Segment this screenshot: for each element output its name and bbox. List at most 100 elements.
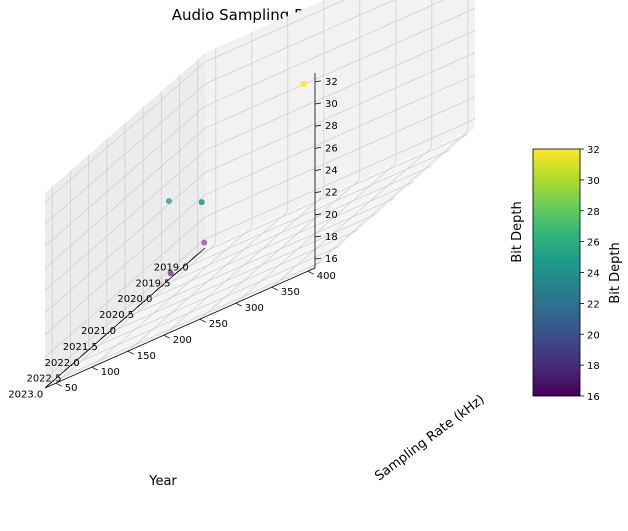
x-tick-mark xyxy=(191,254,198,260)
colorbar-tick-label: 30 xyxy=(587,176,600,187)
z-tick-label: 32 xyxy=(325,77,338,88)
z-tick-mark xyxy=(314,213,322,216)
x-tick-label: 2022.5 xyxy=(26,374,61,385)
grid-line-z-xwall xyxy=(44,61,206,203)
colorbar-tick-label: 22 xyxy=(587,299,600,310)
scatter-point xyxy=(300,80,307,87)
colorbar-tick-label: 32 xyxy=(587,145,600,156)
y-tick-label: 350 xyxy=(281,287,300,298)
grid-line-z-ywall xyxy=(204,74,476,196)
x-tick-label: 2020.5 xyxy=(99,310,134,321)
z-tick-mark xyxy=(314,124,322,127)
z-tick-label: 16 xyxy=(325,254,338,265)
grid-line-z-xwall xyxy=(44,105,206,247)
y-axis-label: Sampling Rate (kHz) xyxy=(372,392,487,484)
z-tick-label: 24 xyxy=(325,166,338,177)
x-tick-label: 2019.5 xyxy=(136,278,171,289)
data-points xyxy=(165,80,307,277)
scatter-point xyxy=(201,239,208,246)
z-tick-mark xyxy=(314,169,322,171)
z-tick-mark xyxy=(314,80,322,83)
grid-line-x-floor xyxy=(88,229,359,351)
grid-line-x-floor xyxy=(197,133,468,255)
x-tick-label: 2019.0 xyxy=(154,262,189,273)
grid-line-z-ywall xyxy=(204,0,445,107)
grid-line-z-ywall xyxy=(204,96,476,218)
grid-line-y-floor xyxy=(235,162,397,304)
x-tick-mark xyxy=(155,285,162,292)
y-tick-mark xyxy=(91,366,98,371)
grid-line-x-floor xyxy=(52,261,323,383)
grid-line-x-floor xyxy=(161,165,432,287)
grid-line-y-floor xyxy=(307,130,469,272)
grid-line-x-floor xyxy=(106,213,377,335)
scatter-point xyxy=(167,270,174,277)
grid-line-z-xwall xyxy=(44,172,206,313)
grid-line-y-floor xyxy=(55,242,217,384)
x-tick-label: 2022.0 xyxy=(45,358,80,369)
y-tick-mark xyxy=(271,286,278,291)
scatter-point xyxy=(165,198,172,204)
grid-line-z-xwall xyxy=(44,194,206,336)
z-tick-label: 26 xyxy=(325,143,338,154)
y-tick-mark xyxy=(127,350,134,355)
y-tick-label: 400 xyxy=(317,271,336,282)
grid-line-y-floor xyxy=(199,178,361,320)
z-tick-label: 30 xyxy=(325,99,338,110)
y-tick-mark xyxy=(235,302,242,307)
tick-labels: 2019.02019.52020.02020.52021.02021.52022… xyxy=(8,77,337,401)
colorbar-tick-label: 20 xyxy=(587,330,600,341)
y-tick-label: 300 xyxy=(245,303,264,314)
z-tick-mark xyxy=(314,146,322,149)
colorbar-tick-label: 26 xyxy=(587,238,600,249)
z-tick-label: 28 xyxy=(325,121,338,132)
grid-line-y-floor xyxy=(91,226,253,368)
y-tick-label: 100 xyxy=(101,367,120,378)
colorbar: 16 18 20 22 24 26 28 30 32 xyxy=(532,145,600,403)
y-axis-line xyxy=(44,267,316,389)
x-tick-label: 2021.5 xyxy=(63,342,98,353)
x-tick-mark xyxy=(118,317,126,324)
z-tick-mark xyxy=(314,257,322,260)
y-tick-mark xyxy=(307,270,314,275)
grid-line-z-ywall xyxy=(204,118,476,240)
grid-line-z-ywall xyxy=(204,30,476,151)
x-tick-mark xyxy=(64,365,71,372)
grid-line-z-xwall xyxy=(44,128,206,269)
grid-lines xyxy=(44,0,476,384)
colorbar-tick-label: 28 xyxy=(587,207,600,218)
x-tick-label: 2020.0 xyxy=(117,294,152,305)
x-tick-mark xyxy=(82,349,89,356)
y-tick-mark xyxy=(199,318,206,323)
grid-line-z-xwall xyxy=(44,150,206,291)
x-tick-mark xyxy=(136,301,144,308)
grid-line-z-xwall xyxy=(44,83,206,225)
z-tick-label: 22 xyxy=(325,188,338,199)
grid-line-x-floor xyxy=(179,149,450,271)
grid-line-y-floor xyxy=(127,210,289,352)
x-tick-label: 2023.0 xyxy=(8,390,43,401)
grid-line-z-ywall xyxy=(204,0,346,63)
scatter-point xyxy=(198,199,205,206)
z-tick-mark xyxy=(314,191,322,194)
y-tick-label: 50 xyxy=(65,383,78,394)
y-tick-mark xyxy=(163,334,170,339)
grid-line-z-xwall xyxy=(44,238,206,380)
colorbar-tick-label: 18 xyxy=(587,361,600,372)
x-tick-mark xyxy=(100,333,108,340)
grid-line-x-floor xyxy=(70,245,341,367)
y-tick-label: 200 xyxy=(173,335,192,346)
colorbar-label: Bit Depth xyxy=(608,242,623,303)
y-tick-label: 250 xyxy=(209,319,228,330)
grid-line-x-floor xyxy=(143,181,414,303)
z-axis-label: Bit Depth xyxy=(510,201,525,262)
x-axis-label: Year xyxy=(148,474,177,489)
colorbar-bar xyxy=(532,148,581,397)
back-pane-yz xyxy=(205,0,475,248)
grid-line-y-floor xyxy=(271,146,433,288)
y-tick-mark xyxy=(55,382,62,387)
y-tick-label: 150 xyxy=(137,351,156,362)
colorbar-tick-label: 16 xyxy=(587,392,600,403)
grid-line-z-ywall xyxy=(204,52,476,174)
